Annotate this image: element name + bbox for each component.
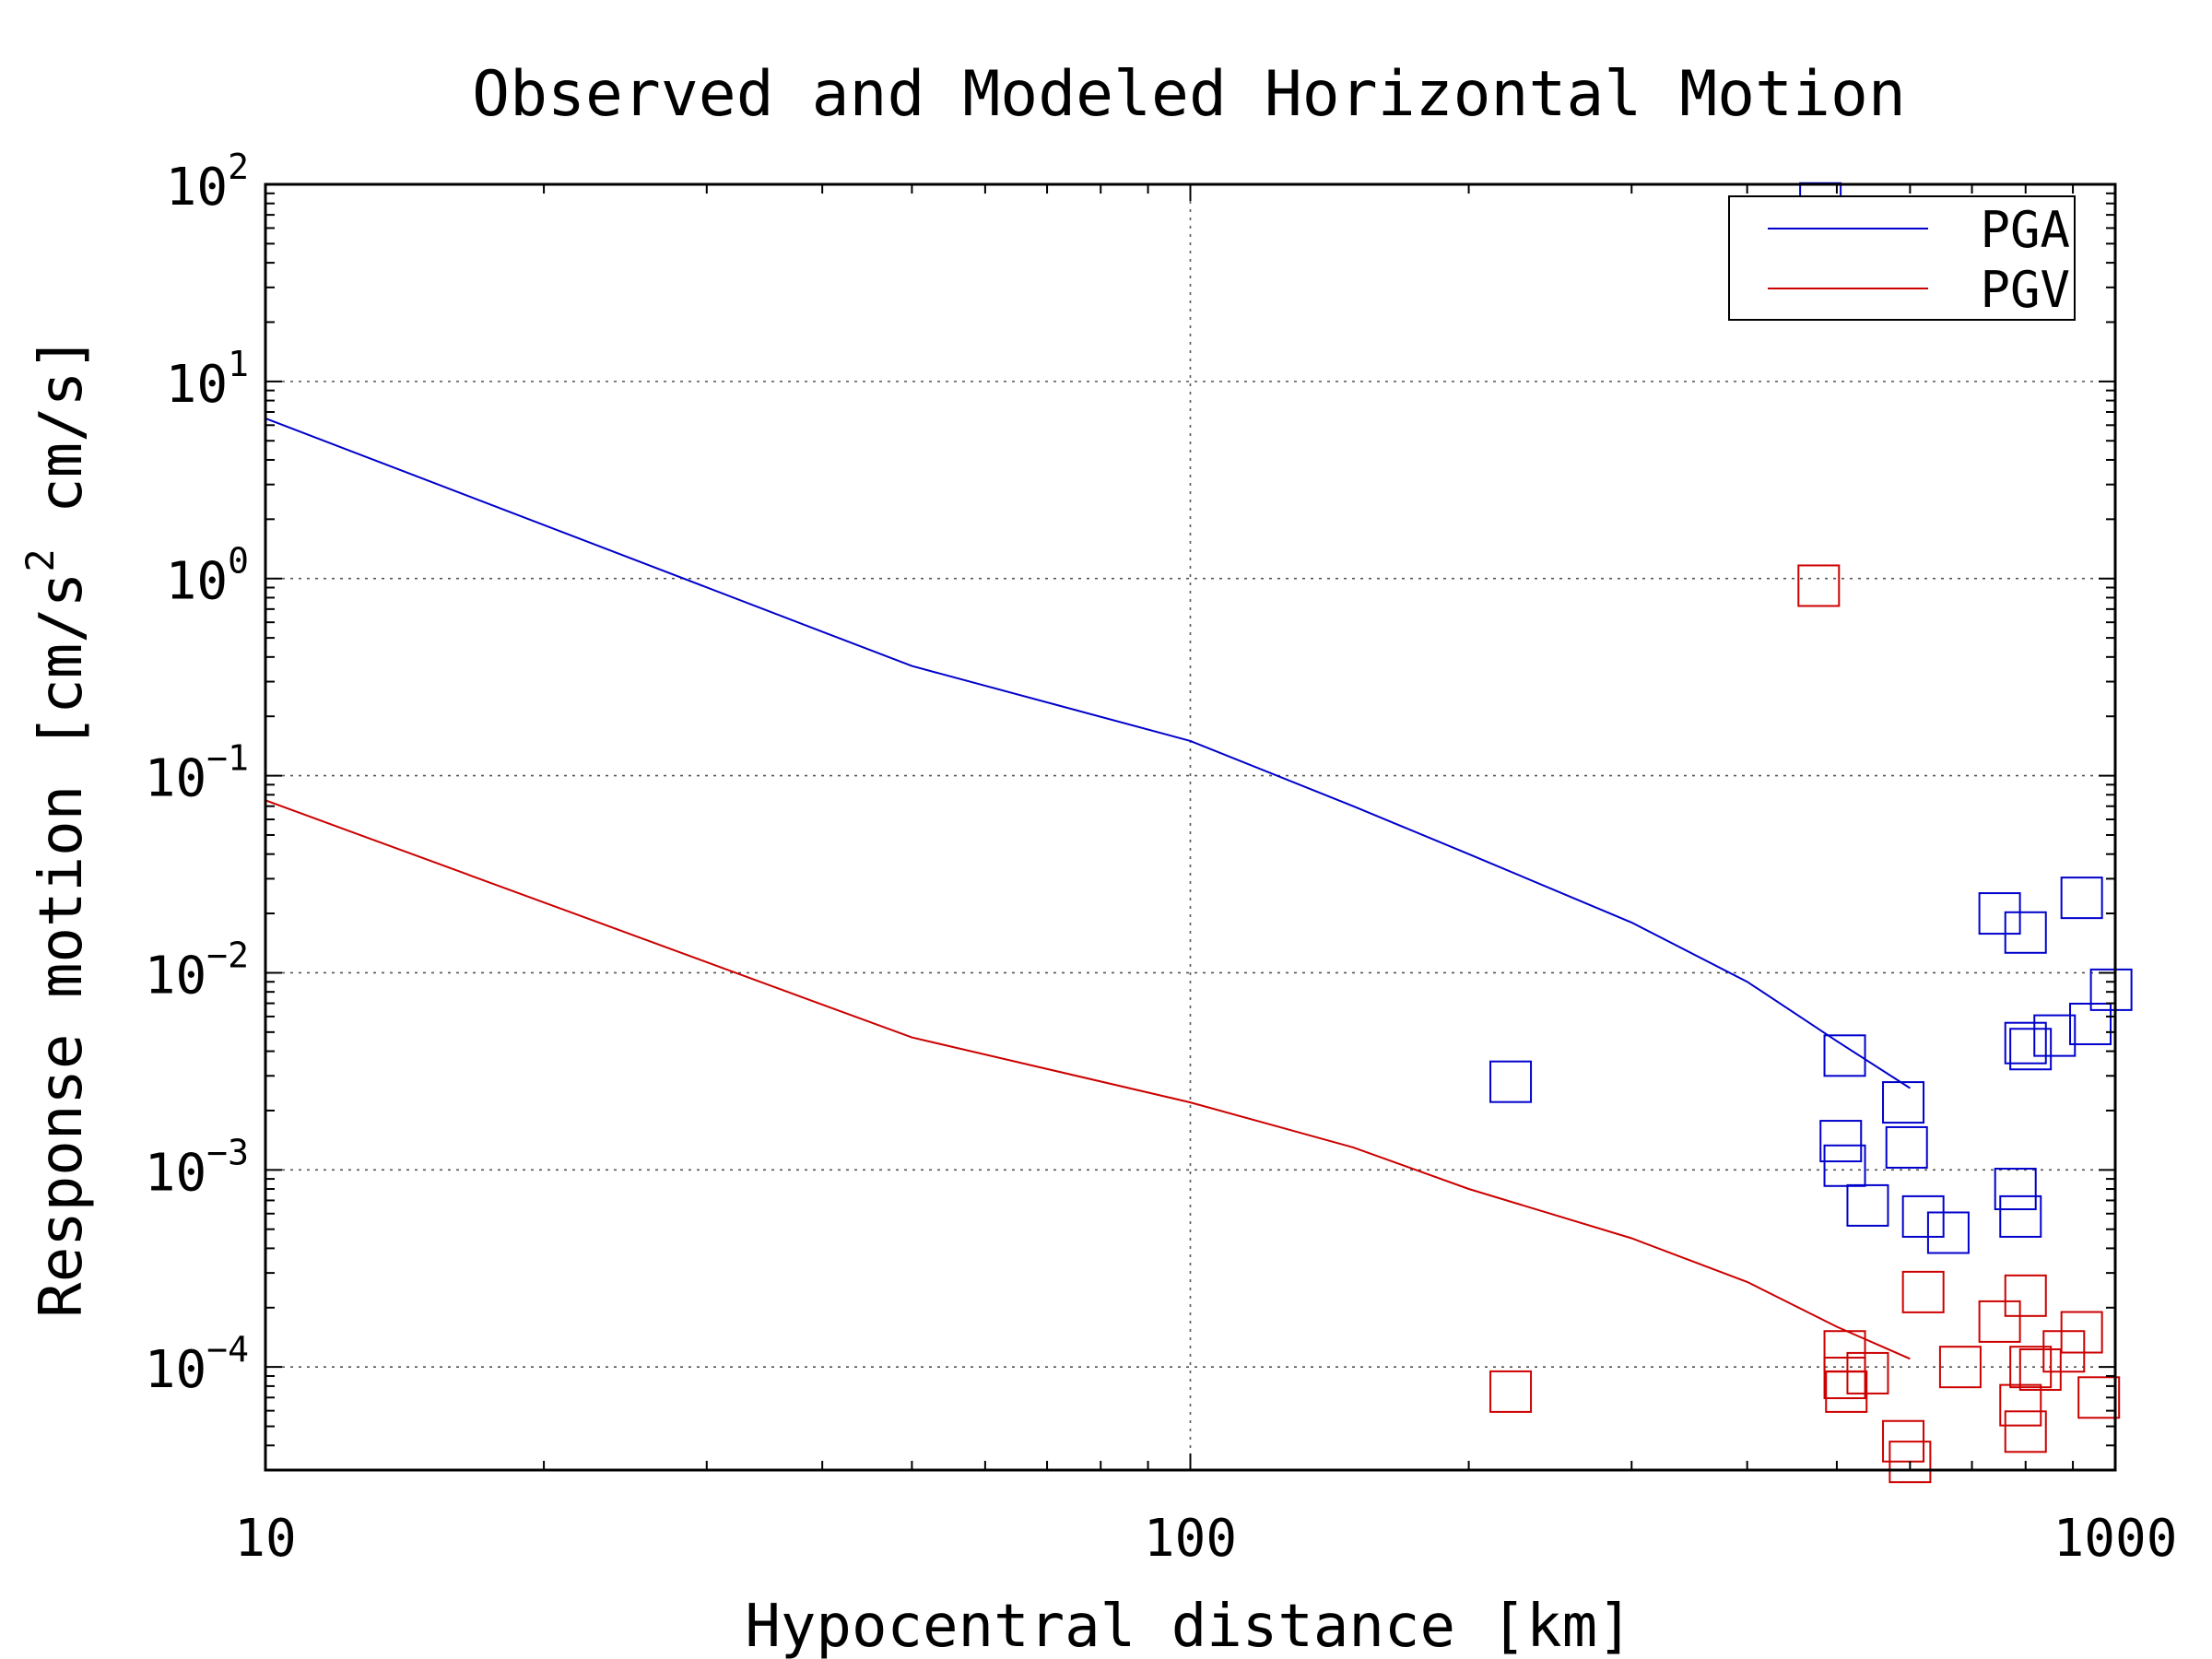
y-tick-label: 10−1 bbox=[145, 738, 249, 809]
pgv-observed-point bbox=[1938, 1346, 1982, 1389]
pgv-observed-point bbox=[1797, 564, 1841, 607]
pgv-observed-point bbox=[2042, 1330, 2086, 1373]
pgv-observed-point bbox=[1825, 1370, 1868, 1413]
pga-observed-point bbox=[1489, 1060, 1533, 1103]
legend: PGA PGV bbox=[1728, 195, 2076, 321]
x-tick-label: 1000 bbox=[2053, 1509, 2178, 1569]
pgv-observed-point bbox=[1888, 1441, 1932, 1484]
pgv-observed-point bbox=[1823, 1357, 1866, 1400]
y-tick-labels: 102 101 100 10−1 10−2 10−3 10−4 bbox=[145, 147, 249, 1400]
pgv-observed-point bbox=[1846, 1351, 1889, 1394]
pgv-model-line bbox=[265, 799, 1911, 1360]
y-tick-label: 101 bbox=[166, 344, 249, 415]
y-tick-label: 102 bbox=[166, 147, 249, 218]
pga-model-line bbox=[265, 417, 1911, 1089]
x-tick-labels: 10 100 1000 bbox=[234, 1509, 2177, 1569]
pga-observed-point bbox=[1823, 1034, 1866, 1077]
pga-observed-point bbox=[1885, 1125, 1928, 1169]
y-tick-label: 10−4 bbox=[145, 1329, 249, 1400]
y-tick-label: 10−2 bbox=[145, 935, 249, 1006]
pga-observed-point bbox=[1819, 1120, 1863, 1163]
pga-observed-point bbox=[1823, 1144, 1866, 1187]
pga-observed-point bbox=[1846, 1183, 1889, 1227]
pga-observed-point bbox=[1994, 1168, 2037, 1211]
plot-series bbox=[265, 182, 2133, 1484]
y-tick-label: 10−3 bbox=[145, 1132, 249, 1203]
pga-observed-point bbox=[1901, 1194, 1945, 1238]
legend-box bbox=[1728, 195, 2076, 321]
axis-ticks bbox=[265, 184, 2115, 1471]
pga-observed-point bbox=[1882, 1081, 1925, 1124]
pga-observed-point bbox=[1978, 892, 2021, 935]
pgv-observed-point bbox=[2004, 1410, 2047, 1453]
pga-observed-point bbox=[2009, 1028, 2053, 1071]
x-tick-label: 10 bbox=[234, 1509, 296, 1569]
pgv-observed-point bbox=[2077, 1376, 2121, 1419]
y-axis-label-main: Response motion [cm/s bbox=[28, 572, 96, 1318]
pga-observed-point bbox=[2060, 877, 2103, 920]
pga-observed-point bbox=[2069, 1002, 2112, 1045]
y-axis-label-tail: cm/s] bbox=[28, 335, 96, 548]
chart-title: Observed and Modeled Horizontal Motion bbox=[472, 58, 1906, 131]
y-tick-label: 100 bbox=[166, 541, 249, 612]
y-axis-label-superscript: 2 bbox=[18, 548, 63, 571]
pga-observed-point bbox=[2004, 1021, 2047, 1065]
pgv-observed-point bbox=[2060, 1311, 2103, 1354]
grid bbox=[265, 184, 2115, 1470]
pga-observed-point bbox=[2004, 911, 2047, 954]
y-axis-label: Response motion [cm/s2 cm/s] bbox=[18, 335, 96, 1318]
x-axis-label: Hypocentral distance [km] bbox=[745, 1593, 1632, 1659]
pgv-observed-point bbox=[2018, 1348, 2062, 1392]
legend-label-pga: PGA bbox=[1980, 201, 2070, 259]
pgv-observed-point bbox=[1901, 1270, 1945, 1313]
pgv-observed-point bbox=[1489, 1370, 1533, 1413]
pga-observed-point bbox=[2033, 1014, 2077, 1057]
pgv-observed-point bbox=[1978, 1300, 2021, 1343]
x-tick-label: 100 bbox=[1144, 1509, 1237, 1569]
pgv-observed-point bbox=[2009, 1346, 2053, 1389]
pga-observed-point bbox=[1999, 1194, 2042, 1238]
legend-label-pgv: PGV bbox=[1980, 261, 2070, 319]
pgv-observed-point bbox=[2004, 1274, 2047, 1317]
pga-observed-point bbox=[1926, 1211, 1970, 1254]
